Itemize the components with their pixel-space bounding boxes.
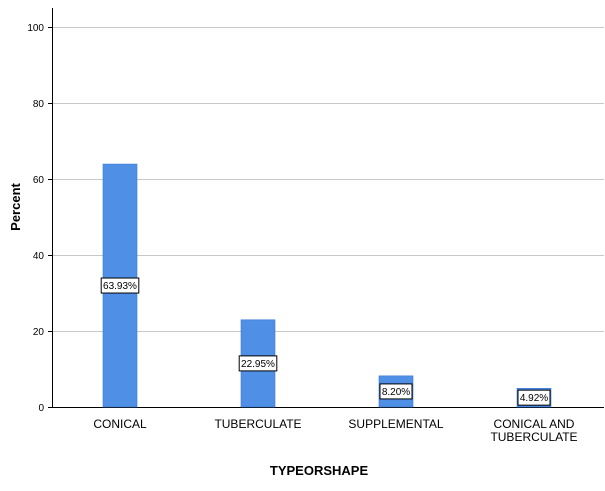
y-tick-label: 40 bbox=[33, 251, 45, 262]
x-tick-label-line: CONICAL AND bbox=[494, 417, 575, 431]
data-label: 63.93% bbox=[103, 281, 137, 292]
x-tick-label: CONICAL bbox=[93, 417, 147, 431]
x-tick-label-line: SUPPLEMENTAL bbox=[348, 417, 443, 431]
y-axis-title: Percent bbox=[8, 182, 23, 230]
x-axis-title: TYPEORSHAPE bbox=[270, 463, 369, 478]
data-label-box bbox=[517, 389, 551, 406]
data-label-box bbox=[100, 277, 140, 294]
data-label: 8.20% bbox=[382, 387, 410, 398]
x-tick-label-line: CONICAL bbox=[93, 417, 147, 431]
y-tick-label: 100 bbox=[27, 23, 44, 34]
y-tick-label: 60 bbox=[33, 175, 45, 186]
data-label-box bbox=[238, 355, 278, 372]
label-layer: 63.93% 22.95% 8.20% 4.92% bbox=[100, 277, 551, 406]
x-tick-label: SUPPLEMENTAL bbox=[348, 417, 443, 431]
y-tick-label: 20 bbox=[33, 327, 45, 338]
data-label: 4.92% bbox=[520, 393, 548, 404]
y-tick-label: 80 bbox=[33, 99, 45, 110]
x-tick-label: CONICAL AND TUBERCULATE bbox=[490, 417, 577, 444]
axis-layer: 0 20 40 60 80 100 CONICAL TUBERCULATE SUPPLEMENT… bbox=[27, 8, 604, 444]
x-tick-label-line: TUBERCULATE bbox=[214, 417, 301, 431]
data-label: 22.95% bbox=[241, 359, 275, 370]
data-label-box bbox=[379, 383, 413, 400]
x-tick-label: TUBERCULATE bbox=[214, 417, 301, 431]
bar-layer bbox=[102, 163, 552, 408]
x-tick-label-line: TUBERCULATE bbox=[490, 430, 577, 444]
grid-layer bbox=[52, 27, 604, 332]
y-tick-label: 0 bbox=[38, 403, 44, 414]
